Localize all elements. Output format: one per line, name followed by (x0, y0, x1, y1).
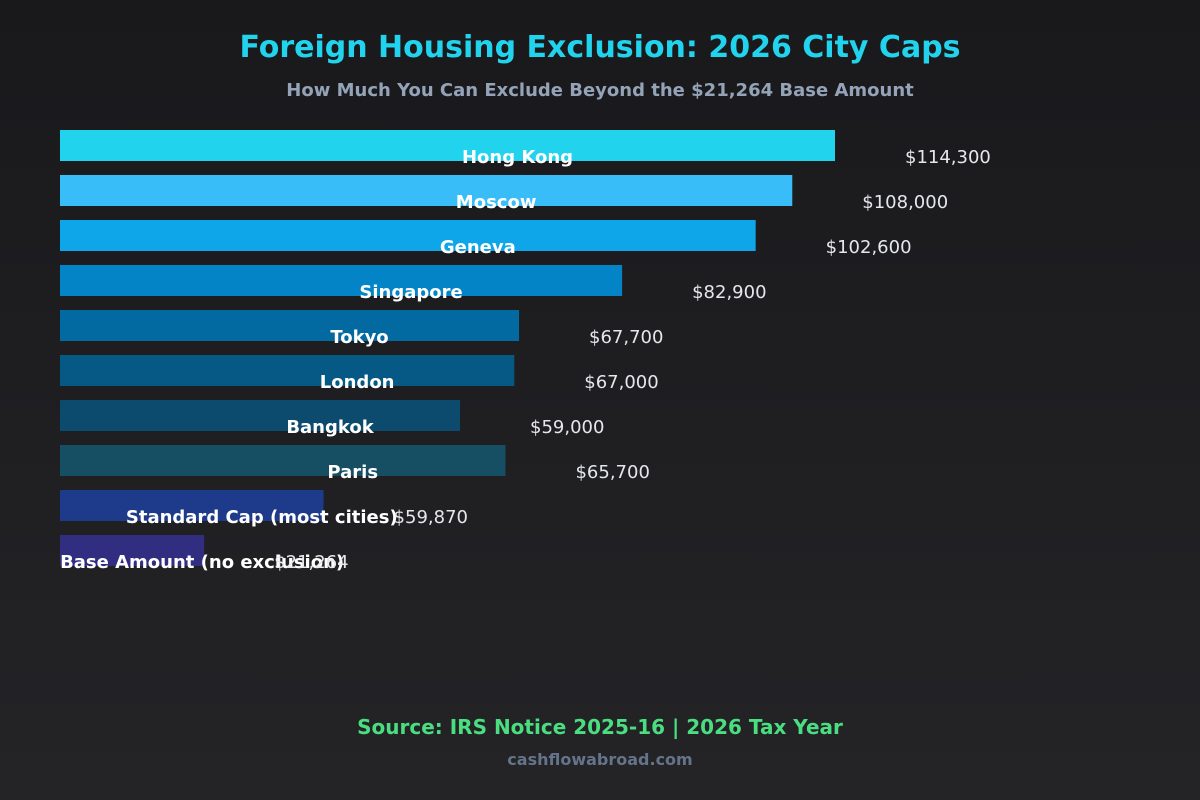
value-label-singapore: $82,900 (692, 282, 766, 303)
bar-hong-kong (60, 130, 835, 161)
category-label-paris: Paris (327, 462, 378, 483)
bar-bangkok (60, 400, 461, 431)
chart-subtitle: How Much You Can Exclude Beyond the $21,… (286, 80, 914, 101)
category-label-geneva: Geneva (440, 237, 516, 258)
category-label-base-amount-no-exclusion: Base Amount (no exclusion) (60, 552, 344, 573)
bar-standard-cap-most-cities (60, 490, 324, 521)
bar-geneva (60, 220, 756, 251)
value-label-london: $67,000 (584, 372, 658, 393)
value-label-moscow: $108,000 (862, 192, 948, 213)
category-label-tokyo: Tokyo (330, 327, 388, 348)
value-label-standard-cap-most-cities: $59,870 (394, 507, 468, 528)
value-label-paris: $65,700 (575, 462, 649, 483)
category-label-bangkok: Bangkok (286, 417, 374, 438)
bar-moscow (60, 175, 793, 206)
category-label-hong-kong: Hong Kong (462, 147, 573, 168)
value-label-tokyo: $67,700 (589, 327, 663, 348)
bar-tokyo (60, 310, 520, 341)
bar-paris (60, 445, 506, 476)
value-label-geneva: $102,600 (826, 237, 912, 258)
chart-title: Foreign Housing Exclusion: 2026 City Cap… (239, 30, 961, 65)
category-label-singapore: Singapore (359, 282, 462, 303)
value-label-base-amount-no-exclusion: $21,264 (274, 552, 348, 573)
value-label-hong-kong: $114,300 (905, 147, 991, 168)
category-label-moscow: Moscow (456, 192, 537, 213)
bar-london (60, 355, 515, 386)
bar-singapore (60, 265, 623, 296)
value-label-bangkok: $59,000 (530, 417, 604, 438)
category-label-standard-cap-most-cities: Standard Cap (most cities) (126, 507, 398, 528)
source-note: Source: IRS Notice 2025-16 | 2026 Tax Ye… (357, 715, 843, 739)
category-label-london: London (320, 372, 395, 393)
site-credit: cashflowabroad.com (507, 750, 693, 769)
bar-base-amount-no-exclusion (60, 535, 205, 566)
